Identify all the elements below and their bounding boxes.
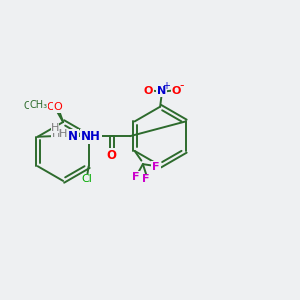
Text: F: F (132, 172, 139, 182)
Text: H: H (59, 129, 68, 140)
Text: O: O (172, 85, 181, 95)
Text: O: O (107, 149, 117, 162)
Text: H: H (51, 129, 60, 140)
Text: N: N (68, 130, 78, 143)
Text: NH: NH (81, 130, 101, 143)
Text: O: O (46, 102, 55, 112)
Text: F: F (152, 162, 160, 172)
Text: F: F (142, 174, 150, 184)
Text: O: O (144, 85, 153, 95)
Text: CH₃: CH₃ (29, 100, 47, 110)
Text: Cl: Cl (82, 174, 93, 184)
Text: CH₃: CH₃ (23, 101, 41, 111)
Text: O: O (53, 102, 62, 112)
Text: H: H (50, 123, 59, 133)
Text: +: + (162, 81, 170, 91)
Text: O: O (68, 129, 77, 140)
Text: -: - (179, 79, 184, 92)
Text: N: N (157, 86, 166, 96)
